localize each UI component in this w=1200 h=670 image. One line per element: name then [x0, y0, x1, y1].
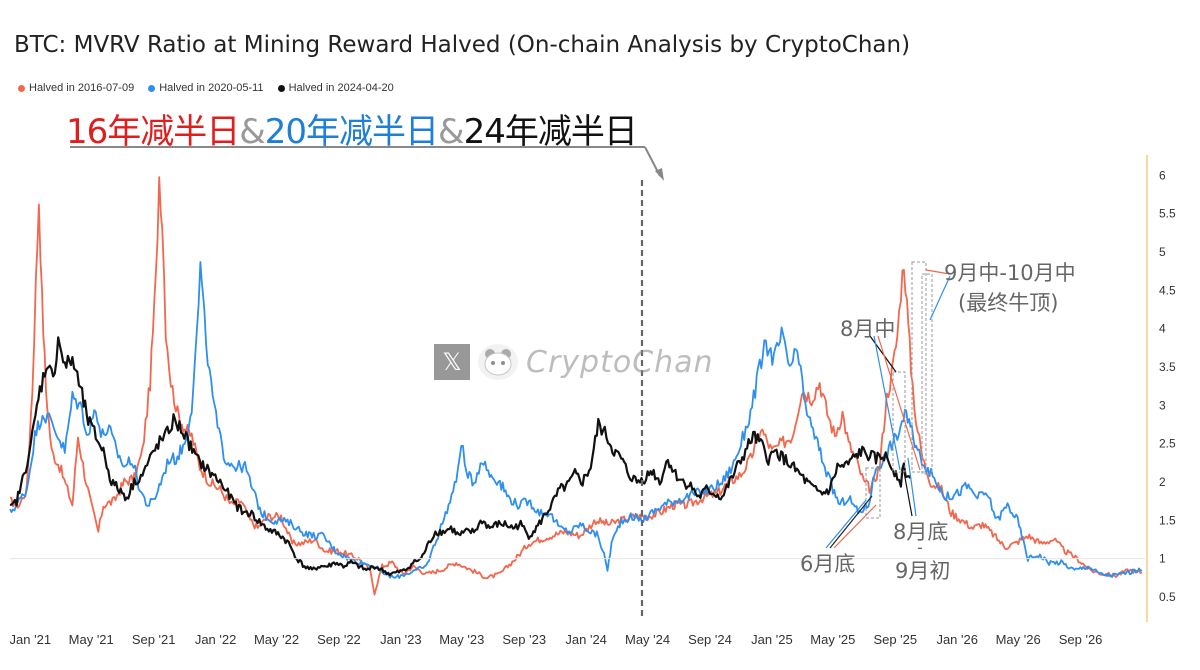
legend-label-2020: Halved in 2020-05-11: [159, 82, 264, 94]
callout-line-top-blue: [929, 275, 951, 321]
x-tick-label: Sep '22: [317, 632, 361, 647]
headline-part-2020: 20年减半日: [264, 112, 439, 152]
annotation-dash: -: [917, 538, 923, 557]
x-tick-label: Jan '22: [195, 632, 237, 647]
headline-bracket: [70, 146, 664, 181]
callout-box-sep: [921, 273, 933, 475]
y-tick-label: 0.5: [1159, 590, 1176, 604]
series-line-2: [9, 261, 1143, 579]
legend: Halved in 2016-07-09 Halved in 2020-05-1…: [18, 82, 394, 94]
y-tick-label: 4: [1159, 322, 1166, 336]
legend-swatch-2016: [18, 84, 25, 92]
annotation-top-range: 9月中-10月中: [944, 261, 1076, 285]
headline-amp-1: &: [239, 112, 265, 152]
x-axis: Jan '21 May '21 Sep '21 Jan '22 May '22 Sep '…: [10, 632, 1103, 647]
y-tick-label: 4.5: [1159, 283, 1176, 297]
callout-box-top: [911, 261, 927, 473]
chart-title: BTC: MVRV Ratio at Mining Reward Halved …: [14, 32, 911, 58]
series-line-3: [9, 336, 912, 577]
callout-line-aug-black: [869, 335, 897, 373]
legend-swatch-2020: [148, 84, 156, 92]
legend-item-2024[interactable]: Halved in 2024-04-20: [277, 82, 394, 94]
y-tick-label: 2.5: [1159, 437, 1176, 451]
x-tick-label: Jan '25: [751, 632, 793, 647]
callout-line-aug-red: [877, 335, 921, 471]
callout-line-top-red: [925, 269, 951, 275]
legend-label-2024: Halved in 2024-04-20: [288, 82, 394, 94]
x-tick-label: Sep '24: [688, 632, 732, 647]
callout-line-aug-blue: [873, 335, 901, 471]
y-tick-label: 1: [1159, 552, 1166, 566]
callout-line-june-black: [829, 495, 873, 549]
x-tick-label: Jan '21: [10, 632, 52, 647]
x-tick-label: Jan '24: [565, 632, 607, 647]
callout-line-augend-black: [903, 471, 913, 517]
legend-label-2016: Halved in 2016-07-09: [29, 82, 135, 94]
x-tick-label: May '26: [996, 632, 1041, 647]
watermark: 𝕏 CryptoChan: [434, 344, 714, 380]
annotation-june-end: 6月底: [800, 552, 856, 576]
x-tick-label: May '22: [254, 632, 299, 647]
x-tick-label: May '24: [625, 632, 670, 647]
panda-avatar-icon: [478, 344, 518, 380]
headline: 16年减半日&20年减半日&24年减半日: [66, 104, 638, 153]
x-tick-label: Sep '25: [873, 632, 917, 647]
x-tick-label: Sep '21: [132, 632, 176, 647]
headline-amp-2: &: [438, 112, 464, 152]
legend-item-2016[interactable]: Halved in 2016-07-09: [18, 82, 134, 94]
x-tick-label: May '21: [69, 632, 114, 647]
y-tick-label: 2: [1159, 475, 1166, 489]
x-tick-label: Jan '26: [936, 632, 978, 647]
series-line-1: [9, 176, 1143, 596]
x-tick-label: May '23: [439, 632, 484, 647]
y-tick-label: 6: [1159, 168, 1166, 182]
x-tick-label: Sep '26: [1059, 632, 1103, 647]
callout-box-june: [865, 467, 881, 519]
x-logo-icon: 𝕏: [434, 344, 470, 380]
x-tick-label: Jan '23: [380, 632, 422, 647]
callout-line-augend-blue: [907, 457, 917, 517]
annotation-aug-mid: 8月中: [840, 317, 896, 341]
annotation-aug-end: 8月底: [893, 520, 949, 544]
series-layer: [9, 176, 1143, 596]
annotation-sep-start: 9月初: [895, 559, 951, 583]
legend-swatch-2024: [277, 84, 285, 92]
x-tick-label: Sep '23: [502, 632, 546, 647]
y-tick-label: 5.5: [1159, 207, 1176, 221]
annotation-final-top: (最终牛顶): [958, 291, 1059, 315]
callout-line-june-blue: [825, 499, 867, 549]
legend-item-2020[interactable]: Halved in 2020-05-11: [148, 82, 264, 94]
x-tick-label: May '25: [810, 632, 855, 647]
headline-part-2016: 16年减半日: [66, 112, 240, 152]
y-tick-label: 3: [1159, 398, 1166, 412]
y-axis: 0.5 1 1.5 2 2.5 3 3.5 4 4.5 5 5.5 6: [10, 155, 1176, 622]
y-tick-label: 1.5: [1159, 513, 1176, 527]
y-tick-label: 3.5: [1159, 360, 1176, 374]
callout-lines: [825, 261, 951, 549]
y-tick-label: 5: [1159, 245, 1166, 259]
headline-part-2024: 24年减半日: [463, 112, 638, 152]
callout-line-june-red: [833, 504, 877, 549]
watermark-text: CryptoChan: [526, 344, 714, 380]
